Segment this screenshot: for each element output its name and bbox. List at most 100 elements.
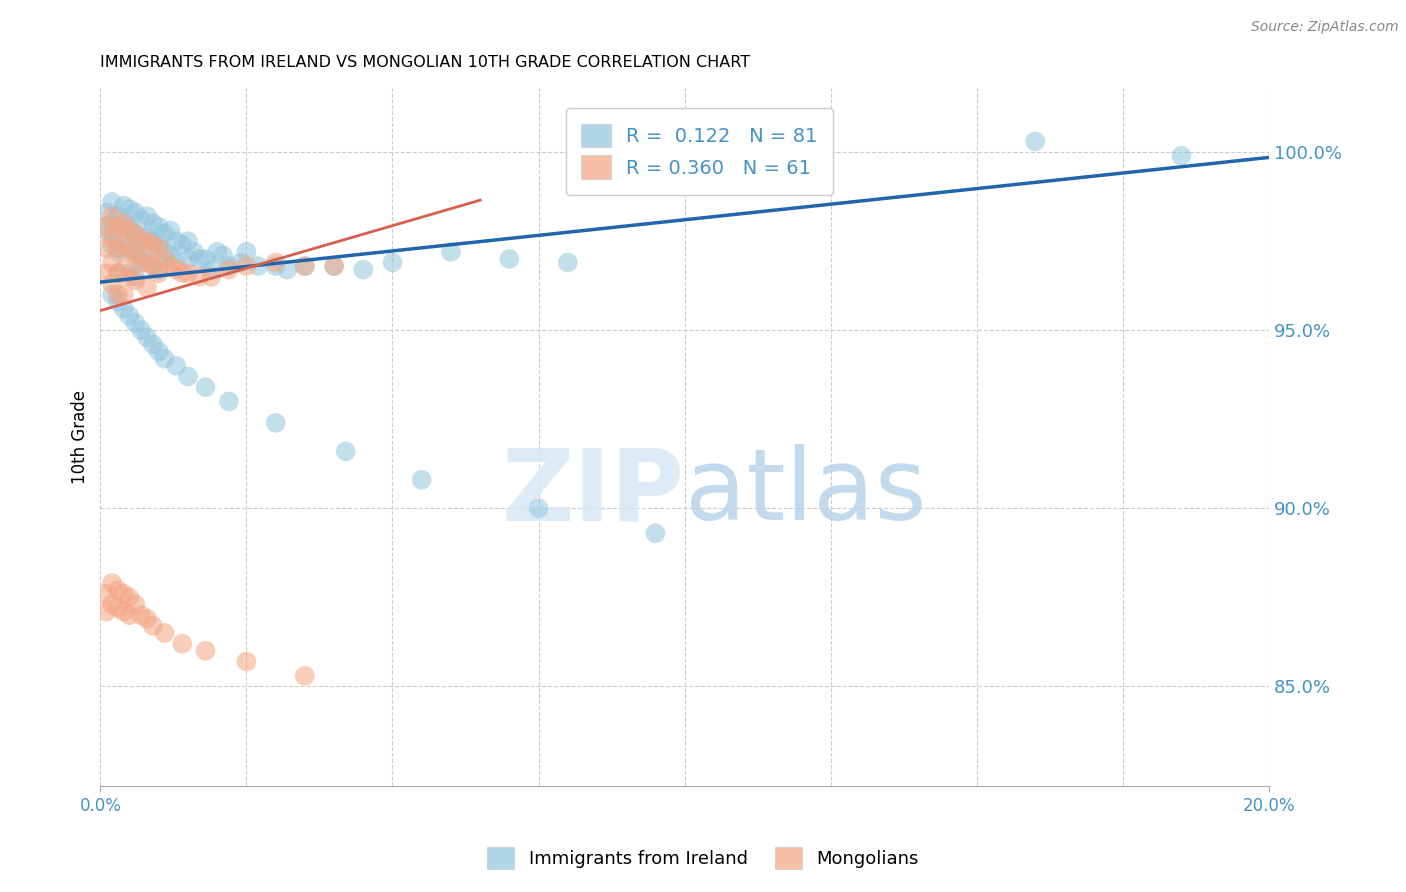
Point [96,266,118,280]
Point [188,252,211,266]
Point [235,244,257,259]
Point [264,416,287,430]
Point [218,259,240,273]
Point [136,255,159,269]
Point [440,244,463,259]
Point [165,234,187,248]
Point [148,344,170,359]
Point [142,619,165,633]
Point [101,576,124,591]
Point [107,287,129,301]
Point [118,219,141,234]
Point [218,262,240,277]
Point [107,583,129,598]
Text: Source: ZipAtlas.com: Source: ZipAtlas.com [1251,20,1399,34]
Point [129,252,152,266]
Y-axis label: 10th Grade: 10th Grade [72,390,89,484]
Point [294,259,316,273]
Point [200,269,222,284]
Point [557,255,579,269]
Point [112,216,135,230]
Point [118,266,141,280]
Legend: R =  0.122   N = 81, R = 0.360   N = 61: R = 0.122 N = 81, R = 0.360 N = 61 [565,108,832,194]
Point [96,205,118,219]
Point [129,608,152,623]
Point [142,216,165,230]
Point [177,252,200,266]
Point [124,227,146,241]
Point [129,323,152,337]
Point [218,394,240,409]
Point [96,605,118,619]
Point [107,294,129,309]
Point [165,359,187,373]
Point [264,255,287,269]
Point [335,444,357,458]
Point [205,244,228,259]
Point [124,227,146,241]
Point [323,259,346,273]
Point [142,234,165,248]
Point [229,255,252,269]
Point [101,287,124,301]
Point [118,608,141,623]
Point [159,248,181,262]
Point [112,287,135,301]
Legend: Immigrants from Ireland, Mongolians: Immigrants from Ireland, Mongolians [478,838,928,879]
Point [183,244,205,259]
Point [107,227,129,241]
Point [124,248,146,262]
Point [112,198,135,212]
Point [194,252,217,266]
Point [118,223,141,237]
Point [148,237,170,252]
Point [159,223,181,237]
Point [112,605,135,619]
Point [118,202,141,216]
Point [153,351,176,366]
Point [112,237,135,252]
Point [188,269,211,284]
Point [112,301,135,316]
Point [124,269,146,284]
Point [148,219,170,234]
Point [107,241,129,255]
Point [235,655,257,669]
Point [148,266,170,280]
Point [96,219,118,234]
Point [96,587,118,601]
Point [107,601,129,615]
Point [129,230,152,244]
Point [101,194,124,209]
Point [129,234,152,248]
Point [118,309,141,323]
Point [112,587,135,601]
Point [159,259,181,273]
Point [142,259,165,273]
Point [142,259,165,273]
Point [212,248,235,262]
Point [107,209,129,223]
Point [101,237,124,252]
Point [129,255,152,269]
Point [136,612,159,626]
Point [177,266,200,280]
Point [124,316,146,330]
Point [294,259,316,273]
Point [194,380,217,394]
Point [101,598,124,612]
Point [136,252,159,266]
Point [177,234,200,248]
Point [153,252,176,266]
Point [148,262,170,277]
Point [172,266,194,280]
Point [112,262,135,277]
Point [136,209,159,223]
Point [148,241,170,255]
Point [107,266,129,280]
Point [1024,135,1046,149]
Point [142,337,165,351]
Point [498,252,520,266]
Point [142,237,165,252]
Point [118,269,141,284]
